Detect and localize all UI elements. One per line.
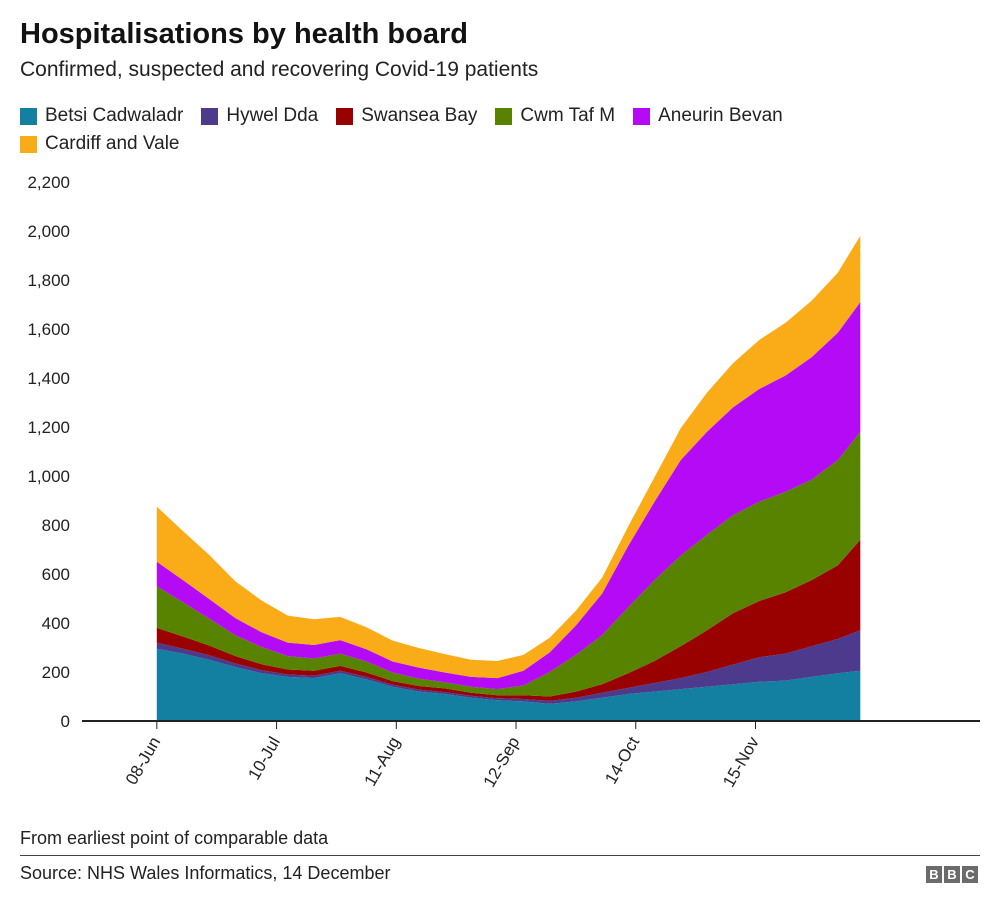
series-area [156,648,861,721]
chart-legend: Betsi Cadwaladr Hywel Dda Swansea Bay Cwm T… [20,102,880,158]
legend-swatch [633,107,651,125]
bbc-logo: B B C [924,866,978,883]
legend-item: Cwm Taf M [495,102,615,130]
y-tick-label: 1,400 [27,369,70,388]
y-tick-label: 1,800 [27,271,70,290]
legend-swatch [201,107,219,125]
legend-swatch [495,107,513,125]
legend-label: Swansea Bay [361,105,478,126]
series-area [156,630,861,704]
x-axis: 08-Jun 10-Jul 11-Aug 12-Sep 14-Oct 15-Nov [82,720,980,791]
y-axis: 0 200 400 600 800 1,000 1,200 1,400 1,600 1,800 2,… [27,173,70,731]
source-text: Source: NHS Wales Informatics, 14 Decemb… [20,863,391,883]
y-tick-label: 400 [42,614,70,633]
y-tick-label: 200 [42,663,70,682]
x-tick-label: 15-Nov [719,733,763,790]
x-tick-label: 11-Aug [361,734,404,790]
footer-divider [20,855,980,856]
y-tick-label: 600 [42,565,70,584]
x-tick-label: 12-Sep [480,734,524,791]
series-layer [156,235,861,721]
y-tick-label: 1,600 [27,320,70,339]
y-tick-label: 2,200 [27,173,70,192]
y-tick-label: 800 [42,516,70,535]
legend-label: Cardiff and Vale [45,133,180,154]
chart-title: Hospitalisations by health board [20,18,468,50]
stacked-area-chart: 0 200 400 600 800 1,000 1,200 1,400 1,600 1,800 2,… [27,173,980,791]
logo-letter: C [962,866,978,883]
y-tick-label: 1,000 [27,467,70,486]
legend-item: Hywel Dda [201,102,318,130]
legend-label: Hywel Dda [226,105,319,126]
legend-item: Swansea Bay [336,102,477,130]
legend-item: Cardiff and Vale [20,130,180,158]
chart-subtitle: Confirmed, suspected and recovering Covi… [20,58,539,81]
series-area [156,302,861,690]
legend-swatch [336,107,354,125]
legend-label: Cwm Taf M [520,105,616,126]
chart-note: From earliest point of comparable data [20,828,329,848]
x-tick-label: 14-Oct [601,733,643,787]
x-tick-label: 10-Jul [244,734,284,784]
y-tick-label: 0 [61,712,70,731]
legend-item: Aneurin Bevan [633,102,783,130]
legend-label: Aneurin Bevan [658,105,783,126]
series-area [156,539,861,701]
legend-swatch [20,135,37,153]
y-tick-label: 2,000 [27,222,70,241]
x-tick-label: 08-Jun [122,734,164,789]
y-tick-label: 1,200 [27,418,70,437]
series-area [156,431,861,697]
logo-letter: B [944,866,960,883]
legend-item: Betsi Cadwaladr [20,102,183,130]
legend-label: Betsi Cadwaladr [45,105,184,126]
logo-letter: B [926,866,942,883]
legend-swatch [20,107,37,125]
